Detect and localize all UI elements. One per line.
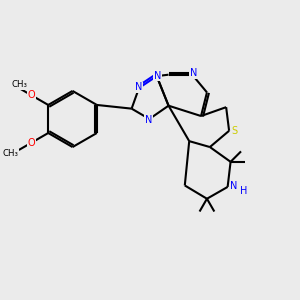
Text: CH₃: CH₃ bbox=[11, 80, 27, 89]
Text: S: S bbox=[231, 126, 238, 136]
Text: H: H bbox=[240, 186, 247, 197]
Text: N: N bbox=[230, 181, 238, 191]
Text: CH₃: CH₃ bbox=[2, 149, 18, 158]
Text: N: N bbox=[145, 115, 152, 124]
Text: N: N bbox=[154, 70, 161, 81]
Text: N: N bbox=[190, 68, 197, 78]
Text: O: O bbox=[28, 90, 35, 100]
Text: O: O bbox=[28, 138, 35, 148]
Text: N: N bbox=[135, 82, 142, 92]
